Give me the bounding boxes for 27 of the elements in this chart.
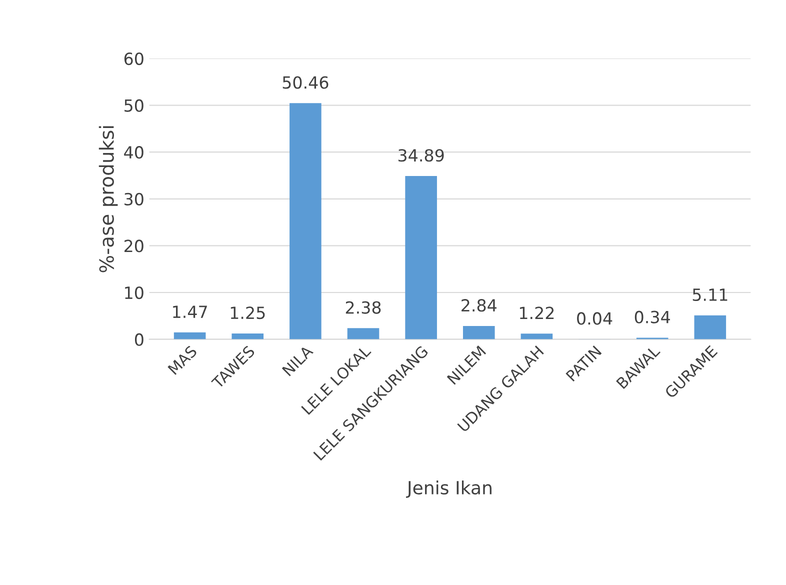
y-tick-label: 10 [125,286,144,300]
bar [694,315,726,340]
y-tick-label: 30 [124,192,144,206]
bar [290,103,322,340]
y-tick-label: 40 [124,146,144,159]
data-label: 1.47 [173,306,207,318]
data-label: 2.84 [462,299,497,312]
data-label: 0.04 [577,312,612,325]
data-label: 1.22 [520,306,554,320]
y-tick-label: 60 [124,52,144,66]
y-tick-label: 50 [124,99,144,112]
data-label: 1.25 [230,306,265,320]
bar [347,328,380,340]
data-label: 5.11 [692,288,728,302]
x-axis-title: Jenis Ikan [406,480,492,498]
data-label: 2.38 [346,301,381,314]
y-tick-label: 0 [134,333,144,346]
bar [405,176,437,340]
bar [462,326,495,340]
bar [174,332,206,340]
y-axis-title: %-ase produksi [98,126,118,272]
bar [520,334,553,340]
bar [232,333,264,340]
data-label: 50.46 [282,76,328,89]
data-label: 34.89 [398,149,444,162]
y-tick-label: 20 [124,240,144,252]
data-label: 0.34 [634,310,670,324]
